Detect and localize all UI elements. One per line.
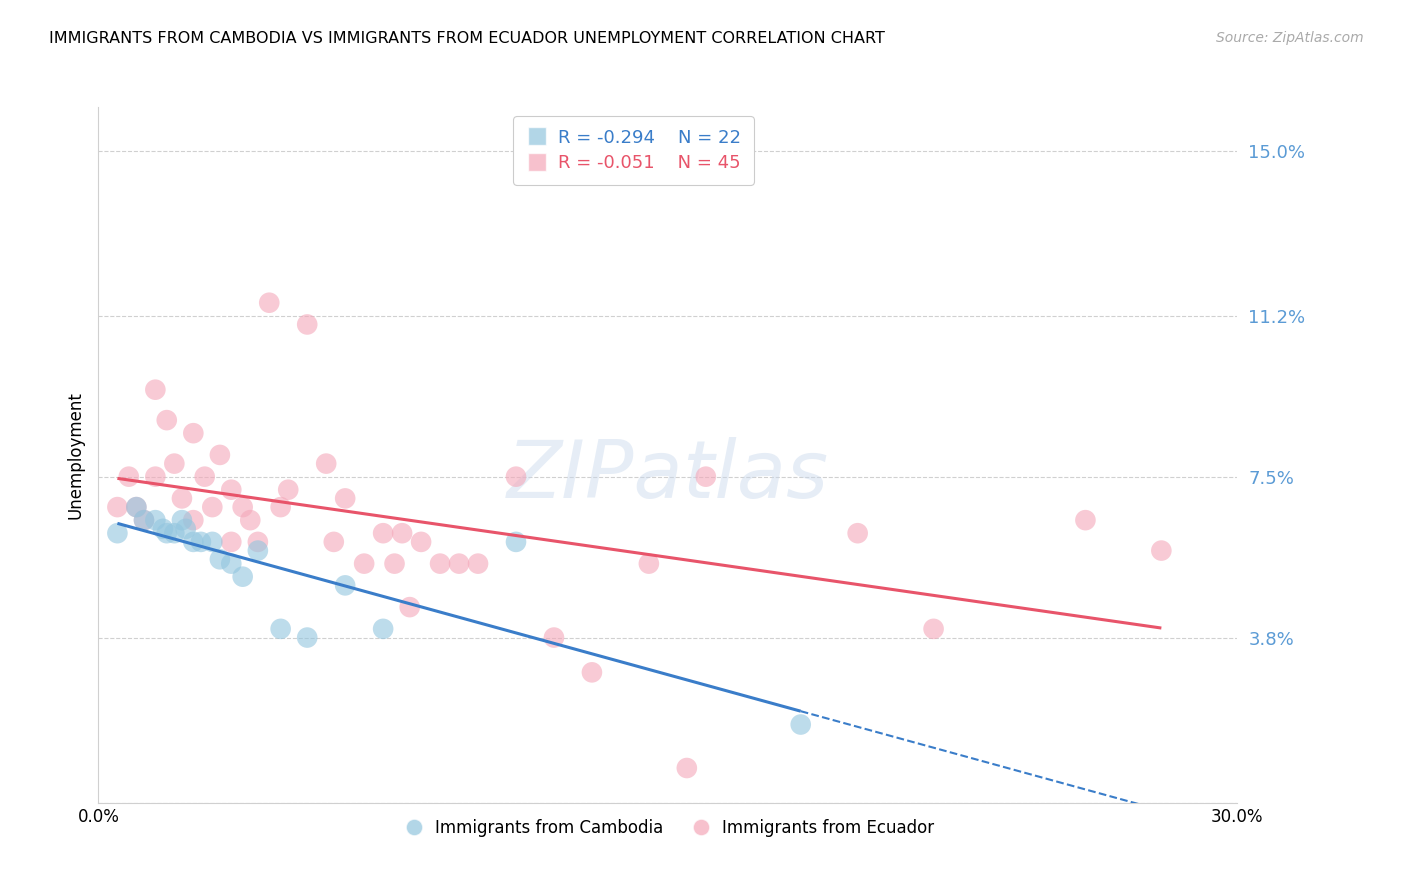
Point [846, 526, 869, 541]
Point [922, 622, 945, 636]
Point [170, 491, 193, 506]
Point [315, 457, 337, 471]
Point [353, 557, 375, 571]
Point [449, 557, 471, 571]
Point [270, 500, 292, 514]
Point [107, 526, 129, 541]
Point [398, 600, 420, 615]
Point [297, 318, 319, 332]
Y-axis label: Unemployment: Unemployment [66, 391, 84, 519]
Point [411, 534, 433, 549]
Point [221, 534, 243, 549]
Point [335, 578, 357, 592]
Point [270, 622, 292, 636]
Point [156, 526, 179, 541]
Point [183, 534, 205, 549]
Point [163, 457, 186, 471]
Point [152, 522, 174, 536]
Point [371, 622, 394, 636]
Point [118, 469, 141, 483]
Point [695, 469, 717, 483]
Point [467, 557, 489, 571]
Legend: Immigrants from Cambodia, Immigrants from Ecuador: Immigrants from Cambodia, Immigrants fro… [395, 812, 941, 843]
Point [638, 557, 661, 571]
Point [232, 500, 254, 514]
Point [145, 469, 167, 483]
Point [1150, 543, 1173, 558]
Point [676, 761, 699, 775]
Point [132, 513, 155, 527]
Point [190, 534, 212, 549]
Point [1074, 513, 1097, 527]
Point [183, 426, 205, 441]
Point [156, 413, 179, 427]
Point [232, 570, 254, 584]
Point [384, 557, 406, 571]
Point [125, 500, 148, 514]
Point [107, 500, 129, 514]
Point [277, 483, 299, 497]
Point [790, 717, 813, 731]
Text: Source: ZipAtlas.com: Source: ZipAtlas.com [1216, 31, 1364, 45]
Point [429, 557, 451, 571]
Point [221, 557, 243, 571]
Text: IMMIGRANTS FROM CAMBODIA VS IMMIGRANTS FROM ECUADOR UNEMPLOYMENT CORRELATION CHA: IMMIGRANTS FROM CAMBODIA VS IMMIGRANTS F… [49, 31, 886, 46]
Point [335, 491, 357, 506]
Point [201, 534, 224, 549]
Point [125, 500, 148, 514]
Point [322, 534, 344, 549]
Point [194, 469, 217, 483]
Point [201, 500, 224, 514]
Point [163, 526, 186, 541]
Point [145, 513, 167, 527]
Point [246, 543, 269, 558]
Point [505, 534, 527, 549]
Point [208, 448, 231, 462]
Point [246, 534, 269, 549]
Point [183, 513, 205, 527]
Point [391, 526, 413, 541]
Point [145, 383, 167, 397]
Point [371, 526, 394, 541]
Point [505, 469, 527, 483]
Point [208, 552, 231, 566]
Point [174, 522, 197, 536]
Point [170, 513, 193, 527]
Point [239, 513, 262, 527]
Point [132, 513, 155, 527]
Text: ZIPatlas: ZIPatlas [506, 437, 830, 515]
Point [297, 631, 319, 645]
Point [259, 295, 281, 310]
Point [581, 665, 603, 680]
Point [543, 631, 565, 645]
Point [221, 483, 243, 497]
